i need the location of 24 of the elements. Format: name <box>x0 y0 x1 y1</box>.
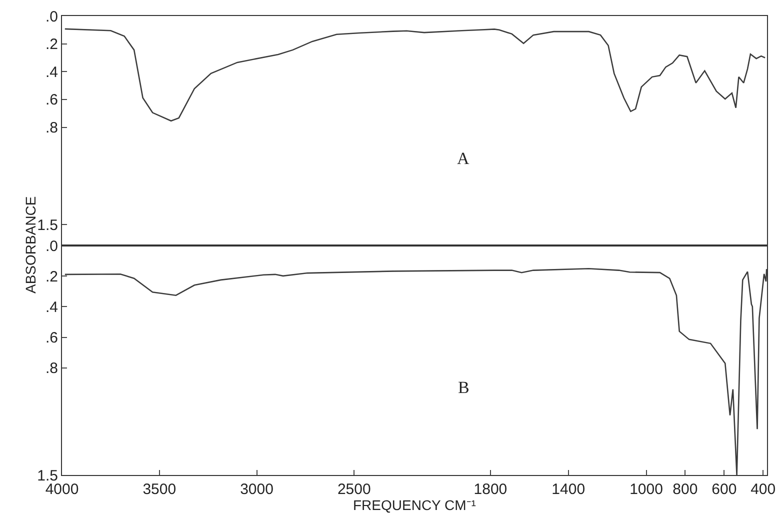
x-tick-label: 1800 <box>474 481 508 498</box>
y-tick-label: .2 <box>45 268 58 286</box>
annotation: A <box>457 149 470 168</box>
x-tick-label: 600 <box>712 481 737 498</box>
x-tick-label: 400 <box>750 481 776 498</box>
y-tick-label: .4 <box>45 64 58 81</box>
y-tick-label: .8 <box>45 120 58 137</box>
x-tick-label: 800 <box>672 481 698 498</box>
x-tick-label: 1000 <box>630 481 663 498</box>
y-tick-label: .2 <box>45 36 58 54</box>
y-tick-label: .4 <box>45 298 58 316</box>
y-tick-label: .6 <box>45 330 58 347</box>
y-axis-title: ABSORBANCE <box>22 196 38 294</box>
x-tick-label: 2500 <box>337 481 371 498</box>
y-tick-label: .6 <box>45 92 58 109</box>
y-tick-label: .0 <box>45 8 58 26</box>
x-tick-label: 3000 <box>240 481 274 498</box>
x-axis-title: FREQUENCY CM⁻¹ <box>353 497 476 513</box>
y-tick-label: 1.5 <box>37 216 58 234</box>
annotation: B <box>458 378 470 397</box>
y-tick-label: .8 <box>45 360 58 378</box>
x-tick-label: 3500 <box>142 481 176 498</box>
x-tick-label: 1400 <box>552 481 586 498</box>
y-tick-label: .0 <box>45 238 58 255</box>
